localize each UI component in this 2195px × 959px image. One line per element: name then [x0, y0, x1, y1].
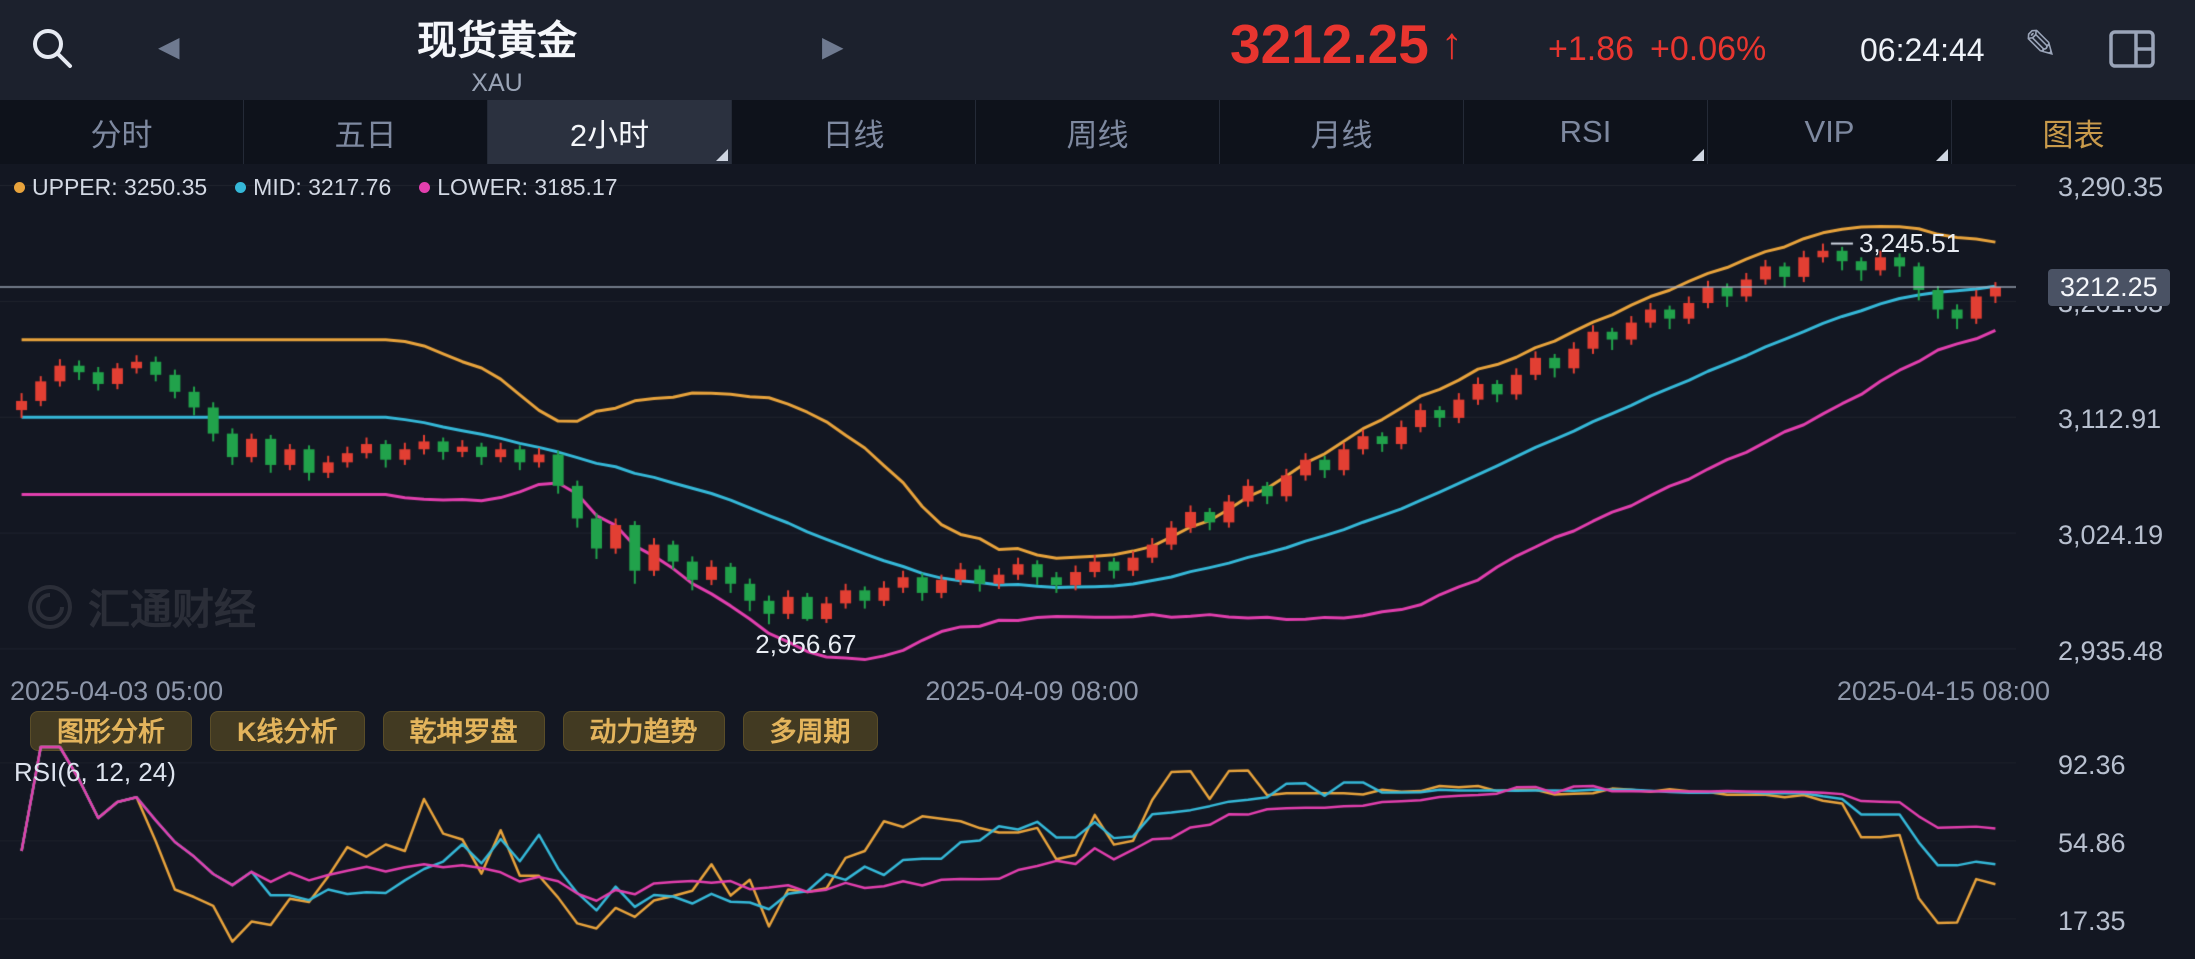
x-axis: 2025-04-03 05:00 2025-04-09 08:00 2025-0…	[0, 676, 2195, 708]
tab-chart[interactable]: 图表	[2042, 117, 2105, 153]
header: ◀ 现货黄金 XAU ▶ 3212.25 ↑ +1.86 +0.06% 06:2…	[0, 0, 2195, 100]
x-axis-label: 2025-04-03 05:00	[10, 676, 224, 706]
symbol-code: XAU	[471, 69, 523, 97]
rsi-panel: RSI(6, 12, 24) 92.36 54.86 17.35	[0, 745, 2195, 959]
edit-icon[interactable]: ✎	[2024, 23, 2058, 67]
rsi-y-axis-label: 17.35	[2058, 906, 2126, 936]
legend-upper: UPPER: 3250.35	[14, 174, 207, 201]
tab-minute[interactable]: 分时	[0, 100, 244, 164]
legend-dot	[14, 182, 25, 193]
change-percent: +0.06%	[1650, 30, 1767, 68]
tab-daily[interactable]: 日线	[732, 100, 976, 164]
tab-monthly[interactable]: 月线	[1220, 100, 1464, 164]
last-price: 3212.25	[1230, 13, 1429, 75]
search-icon[interactable]	[28, 24, 76, 77]
rsi-indicator-label: RSI(6, 12, 24)	[14, 757, 176, 787]
low-annotation: 2,956.67	[755, 628, 857, 659]
price-block: 3212.25 ↑	[1230, 12, 1463, 76]
compass-button[interactable]: 乾坤罗盘	[382, 711, 545, 751]
tab-weekly[interactable]: 周线	[976, 100, 1220, 164]
x-axis-label: 2025-04-15 08:00	[1836, 676, 2050, 706]
title-block: 现货黄金 XAU	[357, 8, 637, 98]
multi-period-button[interactable]: 多周期	[742, 711, 878, 751]
page-title: 现货黄金	[417, 19, 577, 63]
high-annotation: 3,245.51	[1858, 227, 1961, 258]
dropdown-corner-icon	[1692, 149, 1704, 161]
price-up-arrow-icon: ↑	[1440, 19, 1463, 68]
server-time: 06:24:44	[1860, 32, 1985, 68]
y-axis-label: 3,024.19	[2058, 520, 2164, 550]
layout-icon[interactable]	[2108, 28, 2156, 75]
bollinger-legend: UPPER: 3250.35 MID: 3217.76 LOWER: 3185.…	[14, 174, 618, 201]
legend-dot	[419, 182, 431, 193]
main-chart-canvas[interactable]	[0, 164, 2016, 695]
legend-lower: LOWER: 3185.17	[419, 174, 618, 201]
tab-2hour[interactable]: 2小时	[488, 100, 732, 164]
main-chart-section: UPPER: 3250.35 MID: 3217.76 LOWER: 3185.…	[0, 164, 2195, 745]
dropdown-corner-icon	[1936, 149, 1948, 161]
current-price-badge: 3212.25	[2048, 268, 2170, 306]
tab-five-day[interactable]: 五日	[244, 100, 488, 164]
tab-bar: 分时 五日 2小时 日线 周线 月线 RSI VIP 图表	[0, 100, 2195, 164]
rsi-canvas[interactable]	[0, 745, 2016, 957]
legend-dot	[235, 182, 247, 193]
rsi-y-axis-label: 92.36	[2058, 750, 2126, 780]
prev-symbol-icon[interactable]: ◀	[158, 31, 180, 62]
price-change: +1.86 +0.06%	[1548, 30, 1766, 69]
x-axis-label: 2025-04-09 08:00	[925, 676, 1139, 706]
analysis-toolbar: 图形分析 K线分析 乾坤罗盘 动力趋势 多周期	[30, 711, 878, 751]
next-symbol-icon[interactable]: ▶	[822, 31, 844, 62]
y-axis-label: 3,290.35	[2058, 172, 2164, 202]
tab-vip[interactable]: VIP	[1708, 100, 1952, 164]
rsi-y-axis-label: 54.86	[2058, 828, 2126, 858]
watermark-text: 汇通财经	[88, 586, 257, 633]
dropdown-corner-icon	[716, 149, 728, 161]
y-axis-label: 3,112.91	[2058, 404, 2162, 434]
watermark: 汇通财经	[26, 576, 256, 637]
legend-mid: MID: 3217.76	[235, 174, 391, 201]
momentum-trend-button[interactable]: 动力趋势	[562, 711, 725, 751]
change-value: +1.86	[1548, 30, 1635, 68]
watermark-logo-icon	[28, 584, 72, 629]
y-axis-label: 2,935.48	[2058, 636, 2164, 666]
tab-rsi[interactable]: RSI	[1464, 100, 1708, 164]
